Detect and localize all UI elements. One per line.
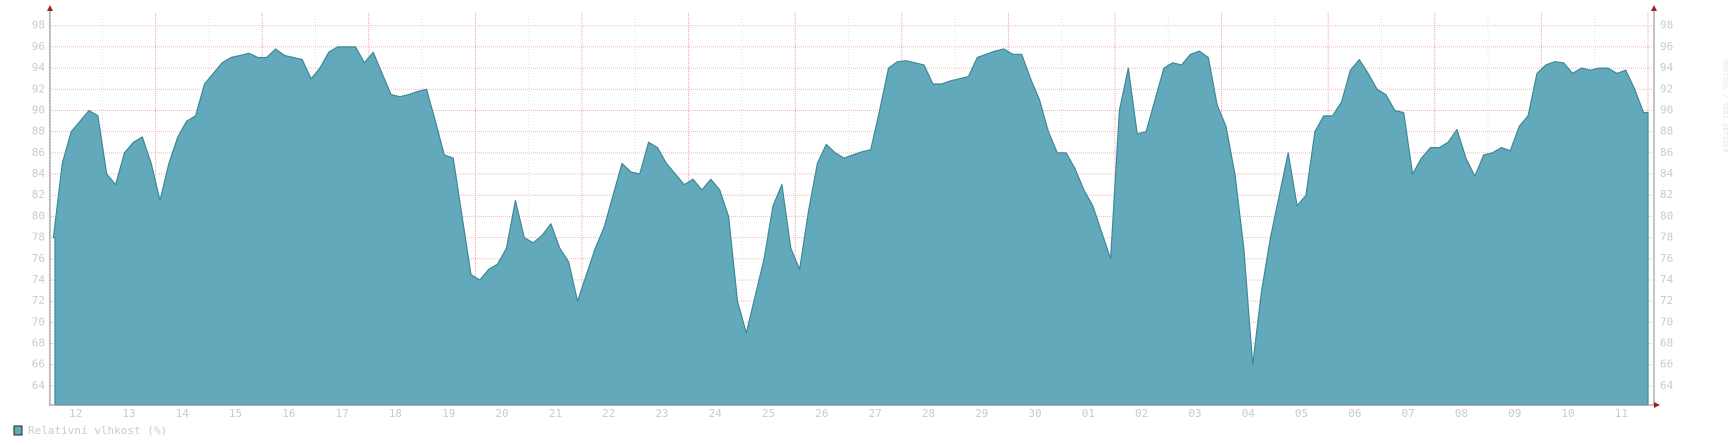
arrow (1654, 402, 1660, 408)
y-tick-label: 80 (32, 209, 45, 222)
x-tick-label: 21 (549, 407, 562, 420)
y2-tick-label: 88 (1660, 125, 1673, 138)
y2-tick-label: 66 (1660, 358, 1673, 371)
y2-tick-label: 82 (1660, 188, 1673, 201)
x-tick-label: 12 (69, 407, 82, 420)
axes: 64 64 66 66 68 68 70 70 72 72 74 74 76 76 78 78 80 80 82 82… (32, 5, 1674, 420)
y2-tick-label: 94 (1660, 61, 1674, 74)
legend-swatch (13, 425, 23, 436)
x-tick-label: 22 (602, 407, 615, 420)
y-tick-label: 68 (32, 337, 45, 350)
y-tick-label: 70 (32, 315, 45, 328)
y2-tick-label: 98 (1660, 19, 1673, 32)
x-tick-label: 13 (122, 407, 135, 420)
x-tick-label: 19 (442, 407, 455, 420)
x-tick-label: 05 (1295, 407, 1308, 420)
y-tick-label: 90 (32, 103, 45, 116)
x-tick-label: 15 (229, 407, 242, 420)
x-tick-label: 20 (495, 407, 508, 420)
y-tick-label: 74 (32, 273, 46, 286)
y-tick-label: 72 (32, 294, 45, 307)
y2-tick-label: 70 (1660, 315, 1673, 328)
y-tick-label: 64 (32, 379, 46, 392)
y2-tick-label: 80 (1660, 209, 1673, 222)
y-tick-label: 98 (32, 19, 45, 32)
y-tick-label: 94 (32, 61, 46, 74)
y2-tick-label: 64 (1660, 379, 1674, 392)
x-tick-label: 10 (1561, 407, 1574, 420)
y-tick-label: 84 (32, 167, 46, 180)
humidity-area (52, 46, 1649, 406)
x-tick-label: 25 (762, 407, 775, 420)
area-layer (52, 46, 1649, 406)
y2-tick-label: 90 (1660, 103, 1673, 116)
y-tick-label: 92 (32, 82, 45, 95)
y-tick-label: 82 (32, 188, 45, 201)
y2-tick-label: 74 (1660, 273, 1674, 286)
x-tick-label: 03 (1188, 407, 1201, 420)
x-tick-label: 28 (922, 407, 935, 420)
x-tick-label: 17 (336, 407, 349, 420)
y-tick-label: 66 (32, 358, 45, 371)
x-tick-label: 18 (389, 407, 402, 420)
y-tick-label: 96 (32, 40, 45, 53)
y2-tick-label: 76 (1660, 252, 1673, 265)
x-tick-label: 01 (1082, 407, 1095, 420)
y-tick-label: 76 (32, 252, 45, 265)
watermark: RRDTOOL / TOBI OETIKER (1721, 60, 1729, 154)
y2-tick-label: 96 (1660, 40, 1673, 53)
x-tick-label: 11 (1615, 407, 1628, 420)
x-tick-label: 04 (1242, 407, 1256, 420)
y2-tick-label: 84 (1660, 167, 1674, 180)
y-tick-label: 88 (32, 125, 45, 138)
x-tick-label: 30 (1028, 407, 1041, 420)
x-tick-label: 06 (1348, 407, 1361, 420)
x-tick-label: 07 (1402, 407, 1415, 420)
arrow (1651, 5, 1657, 11)
x-tick-label: 27 (869, 407, 882, 420)
y2-tick-label: 72 (1660, 294, 1673, 307)
y-tick-label: 78 (32, 231, 45, 244)
y2-tick-label: 68 (1660, 337, 1673, 350)
x-tick-label: 26 (815, 407, 828, 420)
x-tick-label: 02 (1135, 407, 1148, 420)
arrow (47, 5, 53, 11)
x-tick-label: 14 (176, 407, 190, 420)
y2-tick-label: 92 (1660, 82, 1673, 95)
x-tick-label: 23 (655, 407, 668, 420)
y2-tick-label: 78 (1660, 231, 1673, 244)
legend-label: Relativní vlhkost (%) (28, 424, 167, 437)
x-tick-label: 09 (1508, 407, 1521, 420)
y2-tick-label: 86 (1660, 146, 1673, 159)
y-tick-label: 86 (32, 146, 45, 159)
x-tick-label: 08 (1455, 407, 1468, 420)
x-tick-label: 24 (709, 407, 723, 420)
x-tick-label: 16 (282, 407, 295, 420)
x-tick-label: 29 (975, 407, 988, 420)
